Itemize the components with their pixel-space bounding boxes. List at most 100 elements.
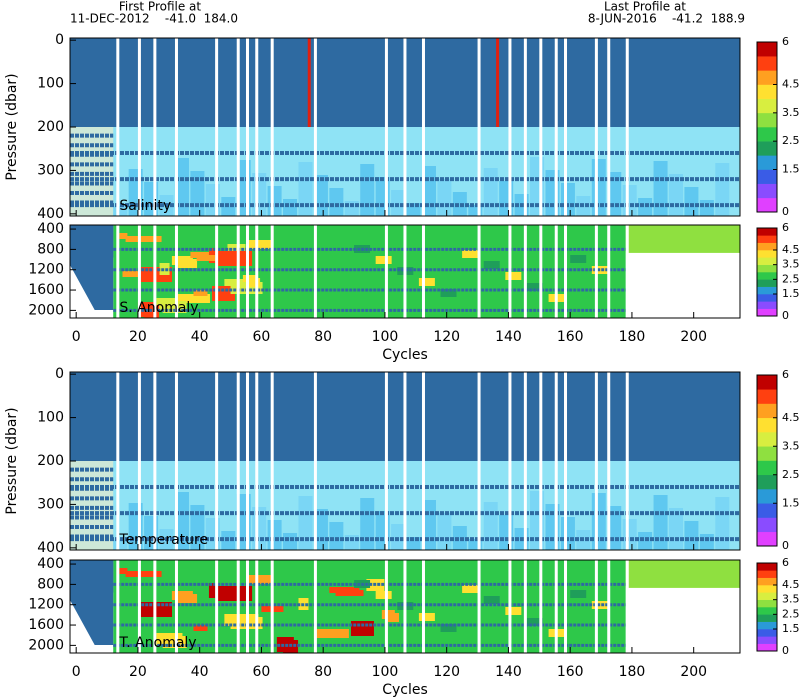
- colorbar-cell: [757, 403, 777, 419]
- profile-gap: [508, 372, 512, 550]
- anomaly-patch: [125, 236, 162, 242]
- colorbar-cell: [757, 621, 777, 630]
- colorbar-cell: [757, 585, 777, 593]
- field-patch: [715, 163, 730, 216]
- y-axis-label: Pressure (dbar): [4, 73, 20, 180]
- colorbar-cell: [757, 517, 777, 533]
- colorbar-tick-label: 4.5: [782, 78, 800, 91]
- y-tick-label: 2000: [28, 637, 64, 653]
- profile-gap: [384, 560, 388, 653]
- colorbar-cell: [757, 460, 777, 476]
- anomaly-patch: [483, 596, 500, 604]
- y-tick-label: 200: [37, 119, 64, 135]
- colorbar-tick-label: 0: [782, 309, 789, 322]
- x-tick-label: 100: [372, 329, 399, 345]
- colorbar-cell: [757, 127, 777, 142]
- y-tick-label: 800: [37, 241, 64, 257]
- profile-gap: [594, 372, 598, 550]
- colorbar-frame: [756, 41, 778, 213]
- anomaly-patch: [208, 583, 218, 598]
- colorbar-tick-label: 2.5: [782, 134, 800, 147]
- colorbar-cell: [757, 197, 777, 213]
- profile-gap: [215, 38, 219, 216]
- profile-gap: [477, 225, 481, 318]
- y-axis-label: Pressure (dbar): [4, 407, 20, 514]
- colorbar-tick-label: 6: [782, 368, 789, 381]
- profile-gap: [607, 560, 611, 653]
- profile-gap: [245, 225, 249, 318]
- field-patch: [468, 205, 483, 216]
- colorbar-cell: [757, 272, 777, 280]
- anomaly-patch: [125, 571, 162, 577]
- colorbar-cell: [757, 250, 777, 258]
- y-tick-label: 300: [37, 496, 64, 512]
- field-patch: [684, 521, 699, 550]
- colorbar-cell: [757, 432, 777, 447]
- anomaly-field: [625, 560, 740, 588]
- x-tick-label: 80: [314, 329, 332, 345]
- profile-gap: [523, 372, 527, 550]
- profile-gap: [384, 38, 388, 216]
- x-tick-label: 100: [372, 664, 399, 680]
- x-axis-label: Cycles: [382, 347, 428, 363]
- colorbar-cell: [757, 56, 777, 71]
- colorbar-cell: [757, 629, 777, 637]
- profile-gap: [594, 38, 598, 216]
- colorbar-cell: [757, 607, 777, 615]
- field-patch: [174, 492, 189, 550]
- colorbar-cell: [757, 503, 777, 518]
- profile-gap: [403, 372, 407, 550]
- profile-gap: [313, 38, 317, 216]
- anomaly-patch: [196, 255, 225, 261]
- early-block: [70, 225, 114, 310]
- y-tick-label: 400: [37, 556, 64, 572]
- profile-gap: [153, 225, 157, 318]
- profile-gap: [174, 225, 178, 318]
- anomaly-patch: [122, 271, 145, 277]
- colorbar-cell: [757, 279, 777, 287]
- colorbar-frame: [756, 374, 778, 547]
- profile-gap: [313, 560, 317, 653]
- anomaly-patch: [375, 591, 392, 599]
- profile-gap: [607, 38, 611, 216]
- profile-gap: [215, 372, 219, 550]
- profile-gap: [313, 372, 317, 550]
- profile-gap: [236, 372, 240, 550]
- field-patch: [684, 187, 699, 216]
- colorbar-cell: [757, 389, 777, 404]
- x-tick-label: 0: [72, 664, 81, 680]
- profile-gap: [116, 38, 120, 216]
- colorbar-tick-label: 2.5: [782, 607, 800, 620]
- anomaly-patch: [505, 607, 522, 615]
- profile-gap: [313, 225, 317, 318]
- anomaly-patch: [178, 259, 198, 268]
- colorbar-cell: [757, 42, 777, 57]
- profile-gap: [255, 38, 259, 216]
- colorbar-cell: [757, 286, 777, 295]
- x-tick-label: 20: [129, 664, 147, 680]
- colorbar-tick-label: 3.5: [782, 258, 800, 271]
- colorbar-cell: [757, 70, 777, 85]
- field-patch: [653, 161, 668, 216]
- field: [70, 38, 740, 216]
- field-patch: [360, 498, 375, 550]
- field-patch: [560, 183, 575, 216]
- colorbar-tick-label: 4.5: [782, 578, 800, 591]
- profile-gap: [174, 560, 178, 653]
- colorbar-tick-label: 6: [782, 221, 789, 234]
- profile-gap: [421, 372, 425, 550]
- field-patch: [267, 186, 282, 216]
- field-patch: [252, 173, 267, 216]
- colorbar-cell: [757, 242, 777, 251]
- anomaly-field: [625, 225, 740, 253]
- profile-gap: [116, 225, 120, 318]
- colorbar-tick-label: 3.5: [782, 106, 800, 119]
- colorbar-tick-label: 6: [782, 35, 789, 48]
- colorbar-cell: [757, 375, 777, 390]
- colorbar-tick-label: 1.5: [782, 622, 800, 635]
- anomaly-patch: [162, 301, 187, 313]
- field-patch: [360, 164, 375, 216]
- field-patch: [483, 168, 498, 216]
- anomaly-patch: [375, 256, 392, 264]
